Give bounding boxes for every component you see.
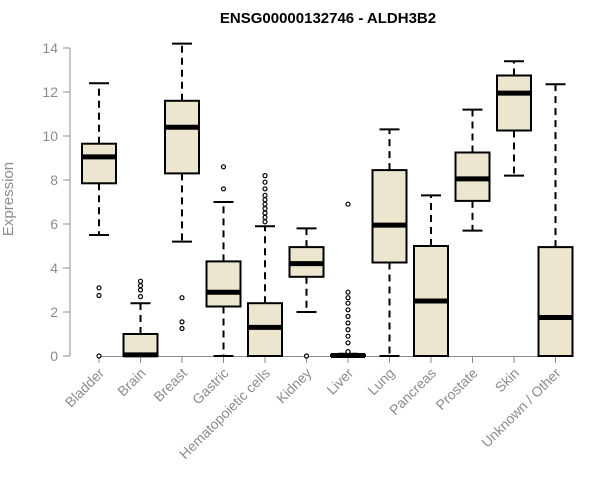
box-liver bbox=[330, 201, 366, 359]
outlier-point bbox=[345, 327, 351, 333]
x-tick-label: Brain bbox=[114, 365, 148, 399]
outlier-point bbox=[220, 186, 227, 192]
box-iqr bbox=[164, 99, 200, 175]
box-hematopoietic-cells bbox=[247, 173, 283, 358]
y-tick-label: 10 bbox=[42, 128, 58, 144]
y-tick-label: 14 bbox=[42, 40, 58, 56]
outlier-point bbox=[345, 307, 351, 313]
chart-title: ENSG00000132746 - ALDH3B2 bbox=[220, 10, 436, 27]
box-unknown-other bbox=[537, 83, 574, 358]
outlier-point bbox=[345, 340, 351, 346]
outlier-point bbox=[345, 320, 351, 326]
outlier-point bbox=[262, 210, 268, 216]
x-tick-label: Skin bbox=[492, 365, 523, 396]
x-tick-label: Breast bbox=[150, 365, 190, 405]
x-tick-label: Prostate bbox=[432, 365, 480, 413]
box-prostate bbox=[454, 108, 491, 232]
box-iqr bbox=[537, 246, 574, 358]
outlier-point bbox=[262, 192, 268, 198]
outlier-point bbox=[137, 283, 144, 289]
outlier-point bbox=[262, 206, 268, 212]
outlier-point bbox=[345, 289, 351, 295]
outlier-point bbox=[96, 353, 102, 359]
outlier-point bbox=[262, 197, 268, 203]
outlier-point bbox=[137, 287, 144, 293]
box-pancreas bbox=[413, 194, 449, 357]
outlier-point bbox=[345, 201, 351, 207]
y-tick-label: 6 bbox=[50, 216, 58, 232]
box-brain bbox=[122, 278, 159, 358]
box-iqr bbox=[496, 74, 532, 132]
box-bladder bbox=[81, 82, 117, 359]
outlier-point bbox=[262, 173, 268, 179]
outlier-point bbox=[303, 353, 310, 359]
y-axis: 0 2 4 6 8 10 12 14 bbox=[42, 40, 71, 364]
outlier-point bbox=[345, 295, 351, 301]
x-tick-label: Bladder bbox=[62, 365, 108, 411]
box-iqr bbox=[81, 142, 117, 185]
outlier-point bbox=[345, 313, 351, 319]
box-gastric bbox=[205, 164, 242, 357]
y-tick-label: 2 bbox=[50, 304, 58, 320]
y-axis-label: Expression bbox=[0, 162, 17, 236]
outlier-point bbox=[345, 349, 351, 355]
x-tick-label: Kidney bbox=[273, 365, 315, 407]
boxes-layer bbox=[81, 42, 574, 359]
outlier-point bbox=[262, 186, 268, 192]
outlier-point bbox=[262, 179, 268, 185]
box-kidney bbox=[288, 227, 325, 359]
x-tick-label: Unknown / Other bbox=[478, 365, 564, 451]
outlier-point bbox=[220, 164, 227, 170]
box-breast bbox=[164, 42, 200, 332]
y-tick-label: 8 bbox=[50, 172, 58, 188]
outlier-point bbox=[96, 292, 102, 299]
outlier-point bbox=[179, 325, 185, 332]
box-iqr bbox=[371, 169, 408, 264]
y-tick-label: 0 bbox=[50, 348, 58, 364]
box-skin bbox=[496, 60, 532, 177]
outlier-point bbox=[345, 333, 351, 339]
outlier-point bbox=[262, 219, 268, 225]
x-tick-label: Liver bbox=[323, 365, 356, 398]
outlier-point bbox=[96, 285, 102, 291]
box-lung bbox=[371, 128, 408, 357]
outlier-point bbox=[262, 201, 268, 207]
outlier-point bbox=[137, 294, 144, 300]
box-iqr bbox=[205, 260, 242, 308]
outlier-point bbox=[137, 278, 144, 284]
outlier-point bbox=[179, 319, 185, 325]
x-tick-label: Lung bbox=[364, 365, 397, 398]
outlier-point bbox=[345, 300, 351, 306]
outlier-point bbox=[262, 214, 268, 220]
y-tick-label: 12 bbox=[42, 84, 58, 100]
y-tick-label: 4 bbox=[50, 260, 58, 276]
outlier-point bbox=[179, 295, 185, 301]
